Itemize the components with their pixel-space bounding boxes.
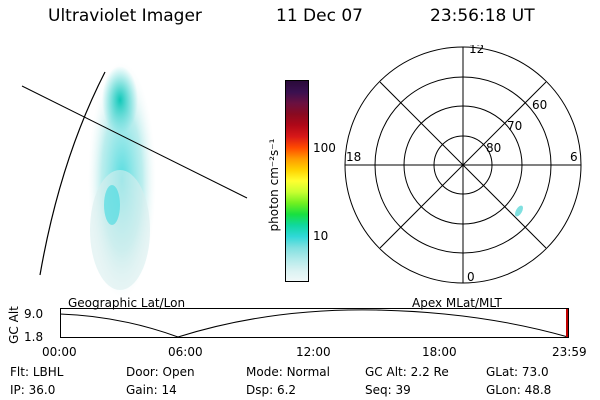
orbit-ytick-1-8: 1.8: [24, 330, 44, 344]
orbit-xtick-0600: 06:00: [168, 345, 203, 359]
polar-label-12: 12: [469, 45, 484, 56]
orbit-altitude-plot: [60, 308, 569, 338]
grid-line: [21, 85, 248, 199]
status-seq: Seq: 39: [365, 383, 411, 397]
orbit-altitude-curve: [60, 309, 569, 338]
aurora-streak: [104, 185, 120, 225]
orbit-xtick-1800: 18:00: [422, 345, 457, 359]
aurora-core: [102, 66, 138, 134]
date-label: 11 Dec 07: [276, 6, 363, 26]
status-gain: Gain: 14: [126, 383, 177, 397]
polar-lat-80: 80: [486, 141, 501, 155]
status-flt: Flt: LBHL: [10, 365, 64, 379]
polar-lat-60: 60: [532, 98, 547, 112]
orbit-ytick-9: 9.0: [24, 307, 44, 321]
status-glon: GLon: 48.8: [486, 383, 552, 397]
instrument-title: Ultraviolet Imager: [48, 6, 202, 26]
colorbar: [285, 80, 309, 282]
orbit-right-title: Apex MLat/MLT: [412, 296, 502, 310]
colorbar-tick-10: 10: [313, 229, 329, 243]
orbit-frame: [60, 308, 569, 338]
earth-limb-arc: [39, 71, 106, 276]
polar-label-6: 6: [570, 150, 578, 164]
orbit-xtick-1200: 12:00: [296, 345, 331, 359]
aurora-haze: [90, 170, 150, 290]
status-glat: GLat: 73.0: [486, 365, 549, 379]
status-ip: IP: 36.0: [10, 383, 56, 397]
orbit-left-title: Geographic Lat/Lon: [68, 296, 186, 310]
colorbar-tick-100: 100: [313, 141, 336, 155]
polar-label-0: 0: [467, 270, 475, 284]
status-dsp: Dsp: 6.2: [246, 383, 297, 397]
time-label: 23:56:18 UT: [430, 6, 535, 26]
colorbar-unit-label: photon cm⁻²s⁻¹: [267, 138, 281, 232]
polar-plot: 12 0 18 6 60 70 80: [344, 45, 582, 284]
orbit-xtick-2359: 23:59: [552, 345, 587, 359]
status-gc-alt: GC Alt: 2.2 Re: [365, 365, 449, 379]
polar-lat-70: 70: [507, 119, 522, 133]
orbit-axis-label: GC Alt: [7, 306, 21, 344]
aurora-spot: [515, 205, 523, 217]
polar-label-18: 18: [346, 150, 361, 164]
status-door: Door: Open: [126, 365, 195, 379]
orbit-xtick-0000: 00:00: [42, 345, 77, 359]
status-mode: Mode: Normal: [246, 365, 330, 379]
polar-axis-diag2: [379, 81, 547, 249]
